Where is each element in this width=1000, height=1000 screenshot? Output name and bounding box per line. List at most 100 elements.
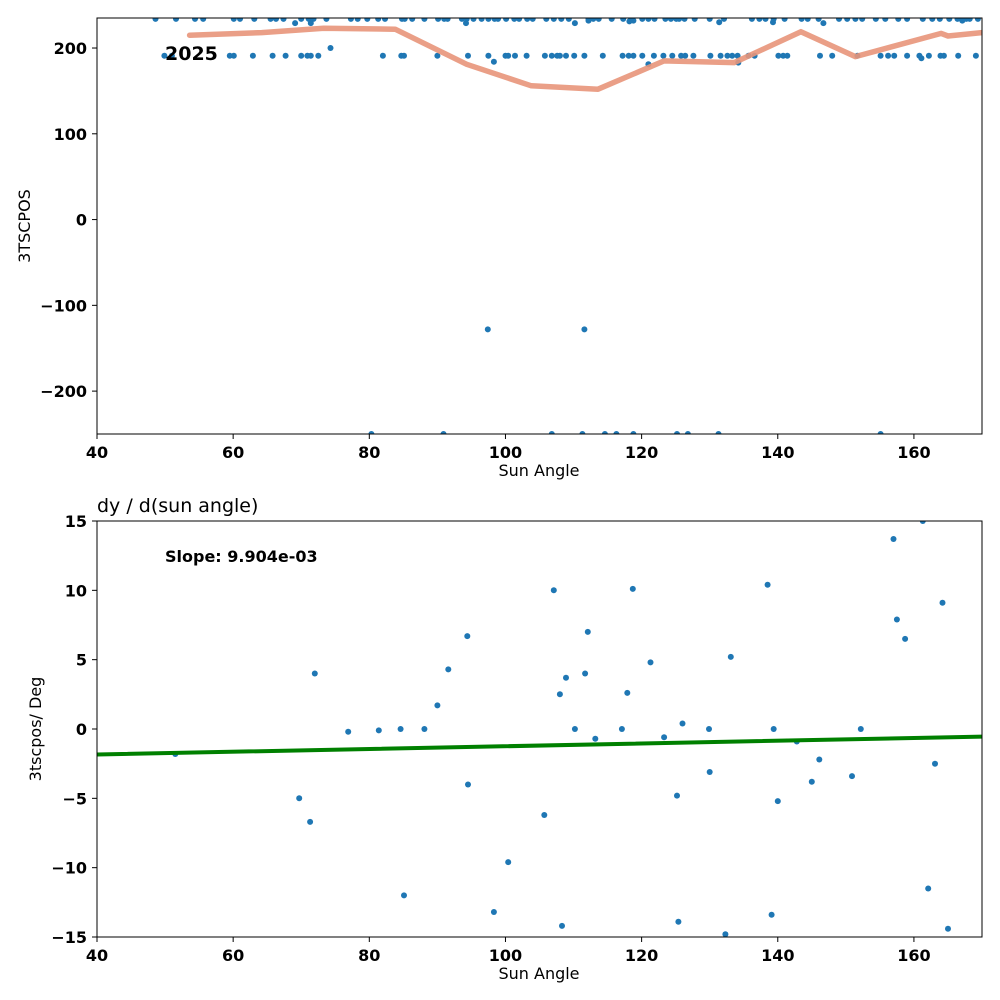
y-tick-label: 100 bbox=[54, 125, 87, 144]
data-point bbox=[503, 18, 510, 22]
data-point bbox=[315, 52, 322, 59]
data-point bbox=[375, 18, 382, 22]
data-point bbox=[571, 52, 578, 59]
y-tick-label: −100 bbox=[40, 296, 87, 315]
data-point bbox=[815, 18, 822, 22]
data-point bbox=[936, 18, 943, 22]
data-point bbox=[804, 18, 811, 22]
data-point bbox=[877, 431, 884, 434]
data-point bbox=[495, 18, 501, 22]
data-point bbox=[298, 18, 305, 22]
bottom-panel: dy / d(sun angle) Slope: 9.904e-03 40 60 8… bbox=[26, 495, 983, 983]
data-point bbox=[925, 52, 932, 59]
data-point bbox=[808, 778, 815, 785]
data-point bbox=[966, 18, 973, 22]
data-point bbox=[624, 689, 631, 696]
data-point bbox=[434, 702, 441, 709]
data-point bbox=[919, 18, 926, 22]
data-point bbox=[781, 18, 788, 22]
data-point bbox=[707, 52, 714, 59]
data-point bbox=[613, 431, 620, 434]
data-point bbox=[890, 536, 897, 542]
year-annotation: 2025 bbox=[165, 43, 218, 65]
data-point bbox=[470, 18, 477, 22]
data-point bbox=[667, 18, 674, 22]
top-x-axis-label: Sun Angle bbox=[498, 461, 579, 480]
data-point bbox=[511, 18, 518, 22]
data-point bbox=[630, 18, 637, 24]
data-point bbox=[464, 633, 471, 640]
data-point bbox=[919, 521, 926, 524]
data-point bbox=[445, 666, 452, 673]
data-point bbox=[836, 18, 842, 22]
data-point bbox=[650, 52, 657, 59]
top-ticks: 40 60 80 100 120 140 160 −200 −100 0 100 200 bbox=[40, 39, 930, 462]
data-point bbox=[645, 18, 652, 22]
data-point bbox=[676, 18, 683, 22]
data-point bbox=[893, 616, 900, 623]
data-point bbox=[296, 795, 303, 802]
x-tick-label: 80 bbox=[358, 443, 380, 462]
x-tick-label: 120 bbox=[625, 443, 658, 462]
data-point bbox=[681, 18, 688, 22]
data-point bbox=[375, 727, 382, 734]
data-point bbox=[895, 18, 902, 22]
y-tick-label: 10 bbox=[65, 581, 87, 600]
data-point bbox=[734, 52, 741, 59]
data-point bbox=[940, 52, 947, 59]
data-point bbox=[584, 628, 591, 635]
x-tick-label: 80 bbox=[358, 946, 380, 965]
y-tick-label: 200 bbox=[54, 39, 87, 58]
data-point bbox=[608, 18, 615, 22]
data-point bbox=[435, 18, 442, 22]
data-point bbox=[458, 18, 465, 22]
data-point bbox=[844, 18, 851, 22]
data-point bbox=[918, 55, 925, 62]
x-tick-label: 140 bbox=[761, 946, 794, 965]
data-point bbox=[770, 726, 777, 732]
data-point bbox=[173, 18, 179, 22]
data-point bbox=[556, 691, 563, 698]
data-point bbox=[715, 431, 722, 434]
data-point bbox=[639, 18, 646, 22]
data-point bbox=[662, 18, 669, 22]
data-point bbox=[485, 18, 492, 22]
data-point bbox=[639, 52, 646, 59]
data-point bbox=[764, 581, 771, 588]
data-point bbox=[541, 812, 548, 818]
data-point bbox=[524, 18, 531, 22]
x-tick-label: 100 bbox=[489, 946, 522, 965]
data-point bbox=[820, 20, 827, 27]
data-point bbox=[273, 18, 279, 22]
data-point bbox=[904, 18, 911, 22]
data-point bbox=[251, 18, 258, 22]
data-point bbox=[269, 52, 276, 59]
data-point bbox=[237, 18, 243, 22]
data-point bbox=[512, 52, 518, 59]
data-point bbox=[434, 52, 441, 59]
data-point bbox=[716, 19, 723, 26]
y-tick-label: 15 bbox=[65, 512, 87, 531]
data-point bbox=[565, 18, 572, 22]
x-tick-label: 140 bbox=[761, 443, 794, 462]
data-point bbox=[548, 431, 555, 434]
data-point bbox=[230, 18, 237, 22]
data-point bbox=[618, 726, 625, 732]
data-point bbox=[161, 52, 168, 59]
data-point bbox=[675, 918, 682, 925]
data-point bbox=[382, 18, 388, 22]
x-tick-label: 60 bbox=[222, 946, 244, 965]
data-point bbox=[946, 18, 953, 22]
data-point bbox=[955, 52, 962, 59]
data-point bbox=[691, 18, 698, 22]
data-point bbox=[541, 52, 548, 59]
data-point bbox=[484, 326, 491, 333]
top-y-axis-label: 3TSCPOS bbox=[15, 189, 34, 263]
slope-annotation: Slope: 9.904e-03 bbox=[165, 547, 318, 566]
x-tick-label: 40 bbox=[86, 946, 108, 965]
data-point bbox=[354, 18, 361, 22]
data-point bbox=[267, 18, 274, 22]
data-point bbox=[444, 18, 451, 22]
data-point bbox=[200, 18, 207, 22]
